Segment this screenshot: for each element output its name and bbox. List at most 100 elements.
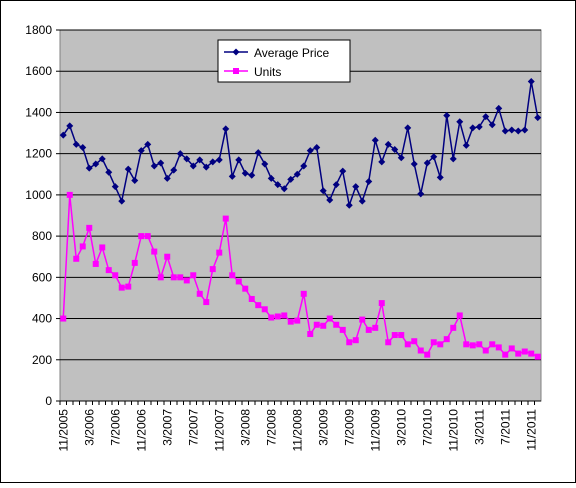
legend — [217, 39, 351, 83]
point — [287, 175, 295, 183]
point — [352, 183, 360, 191]
point — [411, 338, 418, 345]
point — [469, 124, 477, 132]
x-tick-label: 7/2011 — [498, 409, 512, 445]
point — [475, 123, 483, 131]
point — [294, 317, 301, 324]
point — [365, 326, 372, 333]
point — [66, 191, 73, 198]
point — [489, 341, 496, 348]
point — [202, 163, 210, 171]
point — [60, 315, 67, 322]
y-tick-label: 1400 — [25, 105, 52, 119]
x-tick-label: 11/2006 — [134, 409, 148, 452]
y-tick-label: 1800 — [25, 23, 52, 37]
point — [105, 267, 112, 274]
point — [151, 248, 158, 255]
x-tick-label: 7/2007 — [186, 409, 200, 446]
point — [66, 122, 74, 130]
point — [183, 277, 190, 284]
point — [391, 332, 398, 339]
point — [229, 272, 236, 279]
point — [495, 344, 502, 351]
point — [482, 113, 490, 121]
point — [482, 347, 489, 354]
point — [216, 249, 223, 256]
point — [137, 147, 145, 155]
point — [92, 160, 100, 168]
point — [176, 150, 184, 158]
point — [79, 243, 86, 250]
x-tick-label: 11/2005 — [56, 409, 70, 452]
point — [333, 321, 340, 328]
point — [300, 290, 307, 297]
point — [385, 339, 392, 346]
point — [157, 159, 165, 167]
point — [79, 143, 87, 151]
point — [384, 140, 392, 148]
point — [521, 348, 528, 355]
point — [235, 156, 243, 164]
point — [528, 350, 535, 357]
point — [358, 197, 366, 205]
point — [371, 136, 379, 144]
point — [527, 78, 535, 86]
point — [131, 259, 138, 266]
point — [449, 155, 457, 163]
point — [424, 351, 431, 358]
point — [232, 48, 240, 56]
point — [118, 284, 125, 291]
point — [150, 162, 158, 170]
point — [534, 353, 541, 360]
point — [397, 154, 405, 162]
point — [111, 183, 119, 191]
point — [300, 162, 308, 170]
point — [86, 224, 93, 231]
point — [255, 302, 262, 309]
point — [99, 244, 106, 251]
point — [222, 215, 229, 222]
point — [242, 285, 249, 292]
point — [163, 174, 171, 182]
x-tick-label: 3/2008 — [238, 409, 252, 446]
x-tick-label: 3/2007 — [160, 409, 174, 446]
point — [456, 312, 463, 319]
point — [222, 125, 230, 133]
point — [228, 172, 236, 180]
point — [59, 131, 67, 139]
point — [306, 147, 314, 155]
point — [92, 260, 99, 267]
point — [72, 140, 80, 148]
point — [326, 196, 334, 204]
x-tick-label: 3/2010 — [394, 409, 408, 446]
y-tick-label: 1200 — [25, 147, 52, 161]
point — [215, 156, 223, 164]
point — [391, 146, 399, 154]
point — [280, 185, 288, 193]
x-tick-label: 7/2010 — [420, 409, 434, 446]
x-tick-label: 11/2009 — [368, 409, 382, 452]
x-tick-label: 11/2008 — [290, 409, 304, 452]
point — [345, 201, 353, 209]
point — [73, 255, 80, 262]
point — [495, 104, 503, 112]
point — [313, 143, 321, 151]
y-tick-label: 200 — [32, 353, 52, 367]
point — [196, 156, 204, 164]
point — [307, 331, 314, 338]
point — [320, 322, 327, 329]
point — [209, 158, 217, 166]
point — [268, 314, 275, 321]
point — [267, 174, 275, 182]
x-tick-label: 7/2008 — [264, 409, 278, 446]
point — [404, 341, 411, 348]
point — [319, 187, 327, 195]
point — [476, 341, 483, 348]
point — [437, 341, 444, 348]
point — [203, 299, 210, 306]
point — [313, 321, 320, 328]
point — [287, 318, 294, 325]
point — [417, 190, 425, 198]
point — [378, 300, 385, 307]
